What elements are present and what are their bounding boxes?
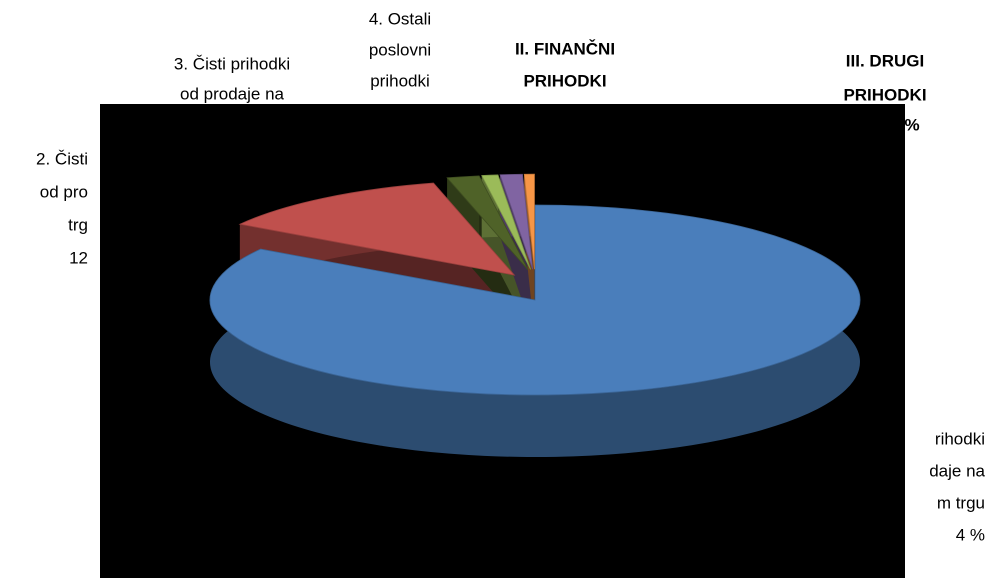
slice-label: 4. Ostali xyxy=(369,9,431,28)
slice-label: m trgu xyxy=(937,493,985,512)
slice xyxy=(499,173,534,270)
slice-label: 2. Čisti xyxy=(36,149,88,168)
slice xyxy=(523,173,535,270)
slice xyxy=(209,204,861,396)
slice-label: III. DRUGI xyxy=(846,51,924,70)
slice-label: daje na xyxy=(929,461,985,480)
pie xyxy=(209,173,861,457)
slice-label: % xyxy=(904,115,919,134)
slice-label: prihodki xyxy=(370,71,430,90)
slice-label: 4 % xyxy=(956,525,985,544)
slice-label: od pro xyxy=(40,182,88,201)
slice xyxy=(238,182,516,276)
slice-label: trg xyxy=(68,215,88,234)
slice xyxy=(446,175,529,271)
slice-label: PRIHODKI xyxy=(843,85,926,104)
slice-label: poslovni xyxy=(369,40,431,59)
slice-label: rihodki xyxy=(935,429,985,448)
slice-label: 3. Čisti prihodki xyxy=(174,54,290,73)
labels: rihodki daje na m trgu 4 % 2. Čisti od pro trg… xyxy=(36,9,986,544)
slice-label: PRIHODKI xyxy=(523,71,606,90)
slice xyxy=(481,174,531,270)
slice-label: 12 xyxy=(69,248,88,267)
slice-label: II. FINANČNI xyxy=(515,39,615,58)
slice-label: od prodaje na xyxy=(180,84,285,103)
